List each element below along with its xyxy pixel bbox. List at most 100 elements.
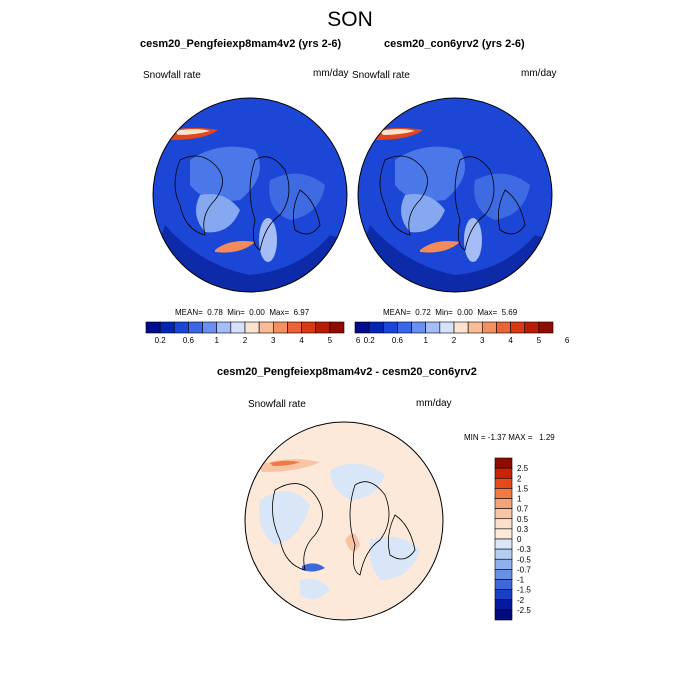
colorbar3-tick-label: -2 — [517, 596, 525, 605]
colorbar3-tick-label: 1 — [517, 495, 522, 504]
panel1-max-value: 6.97 — [293, 308, 310, 317]
colorbar3-swatch — [494, 477, 513, 489]
panel3-max-label: MAX = — [508, 433, 533, 442]
colorbar3-tick-label: 2 — [517, 474, 522, 483]
colorbar2-swatch — [453, 321, 469, 334]
map3-negative-east — [368, 536, 420, 580]
colorbar2-swatch — [524, 321, 540, 334]
colorbar3: 2.521.5 10.70.50.30-0.3-0.5-0.7 -1-1.5-2-2… — [494, 457, 531, 621]
colorbar3-swatch — [494, 569, 513, 580]
colorbar1-tick-label: 6 — [356, 336, 361, 345]
colorbar3-tick-label: 2.5 — [517, 464, 529, 473]
colorbar1-tick-label: 1 — [214, 336, 219, 345]
panel2-min-value: 0.00 — [457, 308, 473, 317]
map1-light-patch — [259, 218, 277, 262]
panel2-units-label: mm/day — [521, 68, 557, 79]
panel3-variable-label: Snowfall rate — [248, 399, 306, 410]
map1-coastlines — [174, 155, 321, 251]
colorbar2-tick-label: 6 — [565, 336, 570, 345]
panel3-max-value: 1.29 — [539, 433, 555, 442]
panel2-variable-label: Snowfall rate — [352, 70, 410, 81]
colorbar3-swatch — [494, 589, 513, 601]
colorbar1-swatch — [315, 321, 331, 334]
map2-light-patch — [464, 218, 482, 262]
colorbar3-tick-label: 0.5 — [517, 515, 529, 524]
colorbar2-swatch — [510, 321, 526, 334]
colorbar3-swatch — [494, 518, 513, 530]
map3-negative-west — [259, 491, 310, 545]
colorbar2-tick-label: 0.6 — [392, 336, 404, 345]
panel2-mean-value: 0.72 — [415, 308, 431, 317]
colorbar3-tick-label: 0.7 — [517, 505, 529, 514]
colorbar2-tick-label: 5 — [537, 336, 542, 345]
colorbar1-swatch — [287, 321, 302, 334]
map2-pacific-heavy — [365, 225, 550, 292]
map2-storm-track-west — [420, 241, 460, 253]
panel3-min-value: -1.37 — [487, 433, 507, 442]
map3-negative-north — [330, 463, 385, 500]
colorbar1-swatch — [230, 321, 246, 334]
colorbar2-swatch — [354, 321, 370, 334]
panel2-max-value: 5.69 — [501, 308, 518, 317]
colorbar1-swatch — [159, 321, 175, 334]
colorbar2-swatch — [411, 321, 427, 334]
panel1-min-label: Min= — [227, 308, 245, 317]
colorbar1-tick-label: 5 — [328, 336, 333, 345]
colorbar2-swatch — [439, 321, 455, 334]
colorbar3-swatch — [494, 508, 513, 520]
colorbar3-swatch — [494, 538, 513, 550]
colorbar1-tick-label: 0.2 — [155, 336, 167, 345]
colorbar3-swatch — [494, 488, 513, 499]
map3-border — [244, 421, 444, 621]
map1-storm-track-core — [175, 129, 210, 135]
colorbar3-swatch — [494, 498, 513, 509]
panel2-title: cesm20_con6yrv2 (yrs 2-6) — [384, 38, 525, 50]
colorbar3-tick-label: -1 — [517, 576, 525, 585]
panel1-max-label: Max= — [269, 308, 290, 317]
map1-greenland — [196, 194, 240, 233]
colorbar1-swatch — [329, 321, 345, 334]
panel3-stats: MIN = -1.37 MAX = 1.29 — [464, 433, 555, 442]
colorbar2-swatch — [368, 321, 384, 334]
colorbar1-swatch — [258, 321, 274, 334]
colorbar3-swatch — [494, 467, 513, 479]
colorbar1-swatch — [301, 321, 317, 334]
panel1-variable-label: Snowfall rate — [143, 70, 201, 81]
colorbar3-swatch — [494, 558, 513, 570]
colorbar3-tick-label: -0.3 — [517, 545, 531, 554]
map2 — [357, 97, 553, 293]
panel3-min-label: MIN = — [464, 433, 486, 442]
colorbar3-swatch — [494, 457, 513, 469]
colorbar1: 0.2 0.6 1 2 3 4 5 6 — [145, 321, 361, 345]
panel2-min-label: Min= — [435, 308, 453, 317]
panel1-min-value: 0.00 — [249, 308, 265, 317]
map3-negative-core — [302, 563, 325, 572]
colorbar3-tick-label: -0.7 — [517, 565, 531, 574]
colorbar1-swatch — [202, 321, 218, 334]
panel1-title: cesm20_Pengfeiexp8mam4v2 (yrs 2-6) — [140, 38, 342, 50]
panel2-mean-label: MEAN= — [383, 308, 411, 317]
colorbar2-swatch — [481, 321, 497, 334]
map3-negative-south — [300, 578, 330, 599]
colorbar3-tick-label: 0.3 — [517, 525, 529, 534]
map2-greenland — [401, 194, 445, 233]
colorbar2-swatch — [467, 321, 483, 334]
map3 — [244, 421, 444, 621]
colorbar3-swatch — [494, 599, 513, 611]
colorbar3-swatch — [494, 579, 513, 590]
panel2-max-label: Max= — [477, 308, 498, 317]
colorbar3-tick-label: -2.5 — [517, 606, 531, 615]
map2-storm-track-core — [380, 129, 415, 135]
colorbar3-swatch — [494, 548, 513, 560]
panel2-stats: MEAN= 0.72 Min= 0.00 Max= 5.69 — [383, 308, 517, 317]
map3-positive-core — [270, 460, 300, 466]
colorbar2-tick-label: 0.2 — [364, 336, 376, 345]
map1-border — [152, 97, 348, 293]
panel1-units-label: mm/day — [313, 68, 349, 79]
panel1-mean-label: MEAN= — [175, 308, 203, 317]
colorbar1-tick-label: 0.6 — [183, 336, 195, 345]
colorbar1-swatch — [188, 321, 203, 334]
colorbar2-tick-label: 1 — [423, 336, 428, 345]
colorbar3-tick-label: 1.5 — [517, 484, 529, 493]
